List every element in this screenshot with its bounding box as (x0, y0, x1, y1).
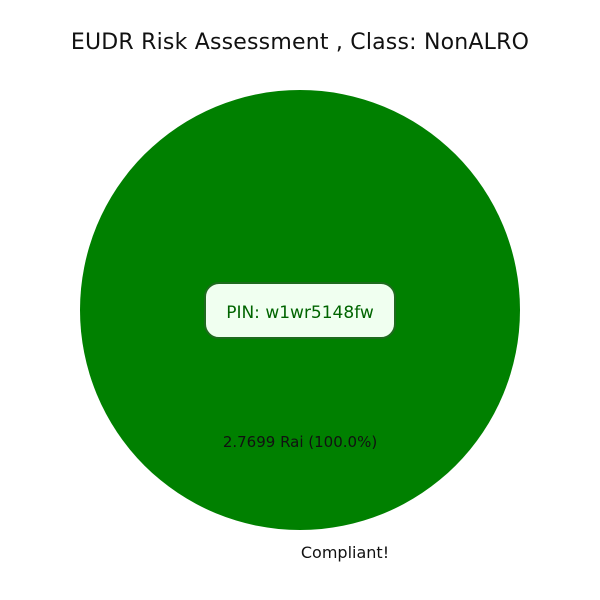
pin-box-background (204, 282, 396, 339)
chart-title: EUDR Risk Assessment , Class: NonALRO (70, 30, 530, 55)
pie-value-labels: 2.7699 Rai (100.0%) (223, 433, 377, 451)
pin-box: PIN: w1wr5148fw (204, 282, 396, 339)
pie-value-label-0: 2.7699 Rai (100.0%) (223, 433, 377, 451)
pie-slice-labels: Compliant! (301, 543, 389, 562)
pin-label: PIN: w1wr5148fw (226, 303, 374, 323)
pie-slice-label-0: Compliant! (301, 543, 389, 562)
